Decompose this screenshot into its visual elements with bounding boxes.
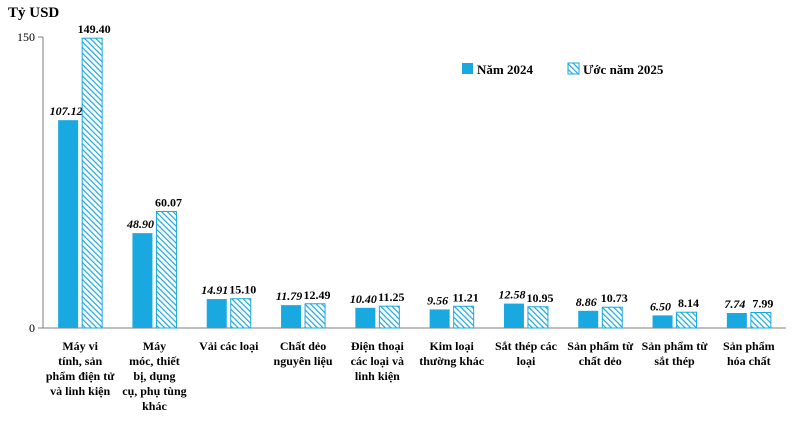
bar-2024-1 xyxy=(132,233,153,328)
bar-2025-7 xyxy=(601,306,623,329)
bar-2024-4 xyxy=(355,307,376,328)
data-label-2024-7: 8.86 xyxy=(576,295,597,309)
category-label-1: Máy móc, thiết bị, dụng cụ, phụ tùng khác xyxy=(122,339,186,413)
data-label-2024-6: 12.58 xyxy=(498,288,525,302)
data-label-2024-0: 107.12 xyxy=(50,104,83,118)
data-label-2025-0: 149.40 xyxy=(78,22,111,36)
bar-2025-8 xyxy=(676,311,698,329)
bar-2025-0 xyxy=(81,37,103,329)
bar-2024-5 xyxy=(429,309,450,328)
data-label-2024-4: 10.40 xyxy=(350,292,377,306)
category-label-0: Máy vi tính, sản phẩm điện tử và linh kiện xyxy=(46,339,115,398)
legend-swatch-2024 xyxy=(462,63,473,74)
bars-layer: 107.12 149.40 Máy vi tính, sản phẩm điện tử v… xyxy=(46,22,775,413)
data-label-2025-9: 7.99 xyxy=(752,296,773,310)
data-label-2025-2: 15.10 xyxy=(229,283,256,297)
category-label-9: Sản phẩm hóa chất xyxy=(723,339,775,368)
category-label-4: Điện thoại các loại và linh kiện xyxy=(351,339,405,383)
data-label-2025-8: 8.14 xyxy=(678,296,699,310)
data-label-2025-3: 12.49 xyxy=(304,288,331,302)
category-label-6: Sắt thép các loại xyxy=(495,339,558,368)
y-tick-label-top: 150 xyxy=(17,30,35,44)
data-label-2025-4: 11.25 xyxy=(378,290,404,304)
bar-2025-9 xyxy=(750,311,772,329)
category-label-3: Chất dẻo nguyên liệu xyxy=(274,339,333,368)
data-label-2024-5: 9.56 xyxy=(427,293,448,307)
y-tick-label-zero: 0 xyxy=(29,321,35,335)
bar-2024-8 xyxy=(652,315,673,328)
bar-2025-3 xyxy=(304,303,326,329)
legend-label-2024: Năm 2024 xyxy=(477,62,533,77)
data-label-2025-6: 10.95 xyxy=(526,291,553,305)
legend: Năm 2024 Ước năm 2025 xyxy=(462,62,664,77)
data-label-2025-5: 11.21 xyxy=(452,290,478,304)
y-axis-unit-label: Tỷ USD xyxy=(8,5,59,21)
bar-2025-1 xyxy=(155,210,177,329)
data-label-2025-1: 60.07 xyxy=(155,195,182,209)
bar-2025-5 xyxy=(453,305,475,329)
bar-2024-3 xyxy=(281,305,302,328)
bar-2024-2 xyxy=(206,299,227,328)
bar-2024-9 xyxy=(726,312,747,328)
bar-2025-2 xyxy=(230,298,252,329)
data-label-2024-1: 48.90 xyxy=(126,217,154,231)
category-label-2: Vải các loại xyxy=(199,339,259,353)
legend-label-2025: Ước năm 2025 xyxy=(583,62,664,77)
category-label-7: Sản phẩm từ chất dẻo xyxy=(567,339,634,368)
bar-2024-7 xyxy=(578,310,599,328)
data-label-2024-3: 11.79 xyxy=(276,289,302,303)
bar-2025-6 xyxy=(527,306,549,329)
category-label-8: Sản phẩm từ sắt thép xyxy=(642,339,709,368)
data-label-2024-8: 6.50 xyxy=(650,299,671,313)
data-label-2024-2: 14.91 xyxy=(201,283,228,297)
data-label-2024-9: 7.74 xyxy=(724,297,745,311)
legend-swatch-2025 xyxy=(567,62,580,75)
bar-2025-4 xyxy=(378,305,400,329)
bar-2024-6 xyxy=(503,303,524,328)
data-label-2025-7: 10.73 xyxy=(601,291,628,305)
bar-2024-0 xyxy=(58,120,79,329)
category-label-5: Kim loại thường khác xyxy=(419,339,485,368)
